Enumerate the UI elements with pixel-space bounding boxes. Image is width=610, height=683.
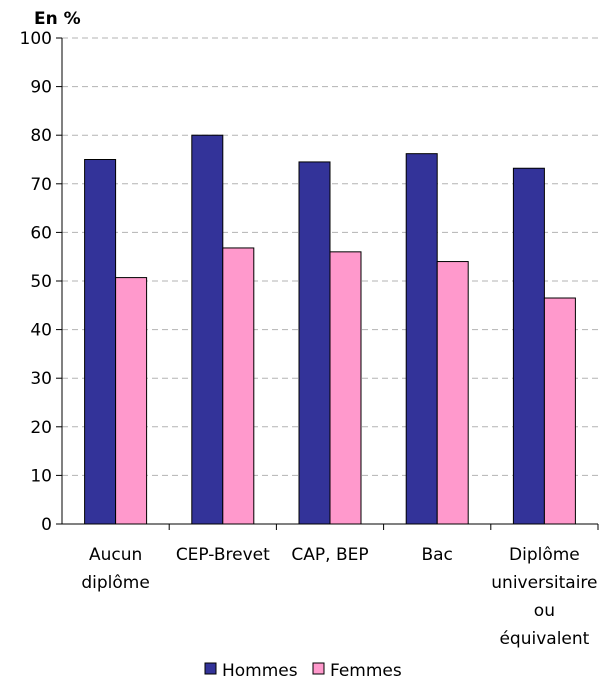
x-category-label: Aucun	[89, 545, 142, 565]
x-category-label: équivalent	[499, 629, 589, 649]
bar-hommes-4	[512, 167, 545, 525]
bar-hommes-1	[191, 134, 224, 525]
x-category-label: Diplôme	[509, 545, 580, 565]
axes	[56, 37, 599, 530]
y-unit-label: En %	[34, 9, 81, 29]
bars	[84, 134, 576, 525]
y-tick-label: 70	[30, 175, 52, 195]
y-tick-label: 50	[30, 272, 52, 292]
legend-label-hommes: Hommes	[222, 661, 298, 681]
bar-hommes-3	[405, 153, 438, 525]
x-category-label: ou	[534, 601, 555, 621]
bar-hommes-2	[298, 161, 331, 525]
legend: Hommes Femmes	[204, 661, 402, 681]
x-category-label: CAP, BEP	[291, 545, 368, 565]
y-tick-label: 10	[30, 466, 52, 486]
x-category-label: diplôme	[81, 573, 149, 593]
legend-swatch-femmes	[312, 662, 325, 675]
x-category-labels: Aucun diplôme CEP-Brevet CAP, BEP Bac Diplôme…	[81, 545, 597, 649]
y-tick-label: 30	[30, 369, 52, 389]
legend-label-femmes: Femmes	[330, 661, 402, 681]
bar-femmes-1	[222, 247, 255, 525]
legend-swatch-hommes	[204, 662, 217, 675]
y-tick-label: 0	[41, 515, 52, 535]
y-tick-label: 40	[30, 321, 52, 341]
bar-femmes-2	[329, 251, 362, 525]
y-tick-label: 20	[30, 418, 52, 438]
y-tick-label: 60	[30, 223, 52, 243]
x-category-label: universitaire	[491, 573, 597, 593]
bar-hommes-0	[84, 159, 117, 525]
bar-femmes-0	[115, 277, 148, 525]
x-category-label: Bac	[421, 545, 452, 565]
x-category-label: CEP-Brevet	[176, 545, 270, 565]
bar-femmes-3	[436, 261, 469, 525]
bar-femmes-4	[543, 297, 576, 525]
y-tick-labels: 0 10 20 30 40 50 60 70 80 90 100	[20, 29, 52, 535]
y-tick-label: 90	[30, 78, 52, 98]
y-tick-label: 100	[20, 29, 52, 49]
y-tick-label: 80	[30, 126, 52, 146]
